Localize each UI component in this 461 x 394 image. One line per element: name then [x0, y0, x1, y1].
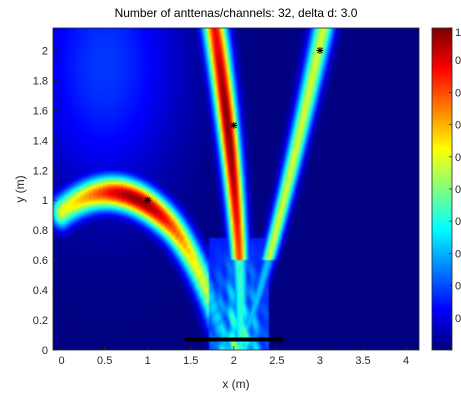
y-axis-label: y (m)	[13, 175, 27, 202]
x-axis-label: x (m)	[222, 377, 249, 391]
y-axis: 0 0.2 0.4 0.6 0.8 1 1.2 1.4 1.6 1.8 2	[33, 45, 57, 357]
x-tick-label: 3.5	[355, 355, 370, 367]
target-marker	[144, 196, 152, 204]
chart-title: Number of anttenas/channels: 32, delta d…	[115, 6, 358, 20]
colorbar-ticks: 0 0 0 0 0 0 0 0 0 1	[449, 27, 461, 351]
colorbar-gradient	[432, 28, 452, 350]
x-tick-label: 2	[231, 355, 237, 367]
x-axis: 0 0.5 1 1.5 2 2.5 3 3.5 4	[59, 346, 409, 367]
x-tick-label: 4	[403, 355, 409, 367]
y-tick-label: 1	[42, 195, 48, 207]
y-tick-label: 1.6	[33, 105, 48, 117]
y-tick-label: 0.2	[33, 315, 48, 327]
colorbar-tick-label: 0	[455, 248, 461, 260]
x-tick-label: 2.5	[269, 355, 284, 367]
y-tick-label: 1.8	[33, 75, 48, 87]
y-tick-label: 0.8	[33, 225, 48, 237]
colorbar-tick-label: 0	[455, 87, 461, 99]
colorbar-tick-label: 0	[455, 152, 461, 164]
colorbar-tick-label: 0	[455, 313, 461, 325]
target-marker	[230, 121, 238, 129]
y-tick-label: 0.6	[33, 255, 48, 267]
x-tick-label: 0.5	[97, 355, 112, 367]
colorbar-tick-label: 0	[455, 55, 461, 67]
target-markers	[144, 46, 324, 204]
colorbar-tick-label: 0	[455, 184, 461, 196]
colorbar: 0 0 0 0 0 0 0 0 0 1	[431, 27, 461, 351]
y-tick-label: 0	[42, 345, 48, 357]
y-tick-label: 2	[42, 45, 48, 57]
y-tick-label: 1.2	[33, 165, 48, 177]
x-tick-label: 0	[59, 355, 65, 367]
colorbar-tick-label: 0	[455, 281, 461, 293]
heatmap-image	[53, 28, 419, 350]
x-tick-label: 1	[145, 355, 151, 367]
colorbar-tick-label: 0	[455, 120, 461, 132]
target-marker	[316, 46, 324, 54]
x-tick-label: 1.5	[183, 355, 198, 367]
x-tick-label: 3	[317, 355, 323, 367]
y-tick-label: 0.4	[33, 285, 48, 297]
plot-area	[52, 27, 420, 351]
colorbar-tick-label: 0	[455, 216, 461, 228]
colorbar-tick-label: 1	[455, 27, 461, 39]
plot-frame	[52, 27, 420, 351]
y-tick-label: 1.4	[33, 135, 48, 147]
